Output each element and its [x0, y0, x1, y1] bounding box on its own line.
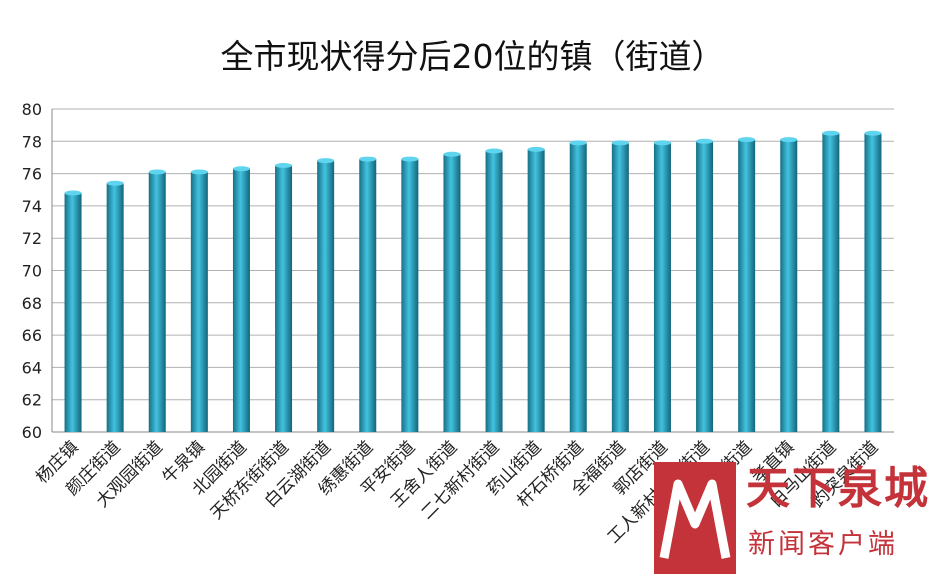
bar-top — [64, 190, 82, 196]
bar-top — [275, 163, 293, 169]
bar-top — [780, 137, 798, 143]
grid-lines — [51, 108, 894, 433]
bar — [611, 142, 629, 433]
bar — [485, 150, 503, 433]
bar — [696, 141, 714, 433]
y-tick-label: 74 — [22, 197, 42, 216]
bar — [275, 165, 293, 432]
bar-top — [106, 180, 124, 186]
bar-top — [738, 137, 756, 143]
bar — [569, 142, 587, 433]
watermark-logo — [654, 462, 736, 574]
bar-top — [359, 156, 377, 162]
bar-top — [401, 156, 419, 162]
bar-top — [148, 169, 166, 175]
bar-top — [527, 146, 545, 152]
bar — [738, 139, 756, 432]
bar-top — [569, 140, 587, 146]
bar — [64, 192, 82, 432]
watermark-subtitle: 新闻客户端 — [748, 529, 898, 560]
bar — [527, 149, 545, 432]
y-tick-label: 62 — [22, 391, 42, 410]
y-tick-label: 78 — [22, 132, 42, 151]
bar — [106, 183, 124, 432]
bar — [232, 168, 250, 432]
bar-top — [822, 130, 840, 136]
chart-title: 全市现状得分后20位的镇（街道） — [220, 37, 725, 76]
bar-top — [653, 140, 671, 146]
bar — [148, 171, 166, 433]
bar-top — [864, 130, 882, 136]
y-tick-label: 72 — [22, 229, 42, 248]
bar-top — [611, 140, 629, 146]
bars — [64, 130, 882, 433]
y-tick-label: 70 — [22, 262, 42, 281]
watermark-brand: 天下泉城 — [746, 463, 930, 514]
bar-top — [317, 158, 335, 164]
bar-top — [485, 148, 503, 154]
bar — [190, 171, 208, 433]
y-axis-ticks: 60 62 64 66 68 70 72 74 76 78 80 — [22, 100, 42, 442]
bar — [864, 133, 882, 432]
bar — [317, 160, 335, 432]
y-tick-label: 76 — [22, 165, 42, 184]
bar-top — [696, 138, 714, 144]
y-tick-label: 64 — [22, 358, 42, 377]
y-tick-label: 66 — [22, 326, 42, 345]
y-tick-label: 80 — [22, 100, 42, 119]
bar-top — [190, 169, 208, 175]
bar — [780, 139, 798, 432]
bar — [443, 154, 461, 432]
bar — [653, 142, 671, 433]
bar-top — [232, 166, 250, 172]
y-tick-label: 68 — [22, 294, 42, 313]
bar — [401, 159, 419, 432]
watermark: 天下泉城 新闻客户端 — [654, 452, 934, 582]
bar — [359, 159, 377, 432]
bar — [822, 133, 840, 432]
y-tick-label: 60 — [22, 423, 42, 442]
bar-top — [443, 151, 461, 157]
